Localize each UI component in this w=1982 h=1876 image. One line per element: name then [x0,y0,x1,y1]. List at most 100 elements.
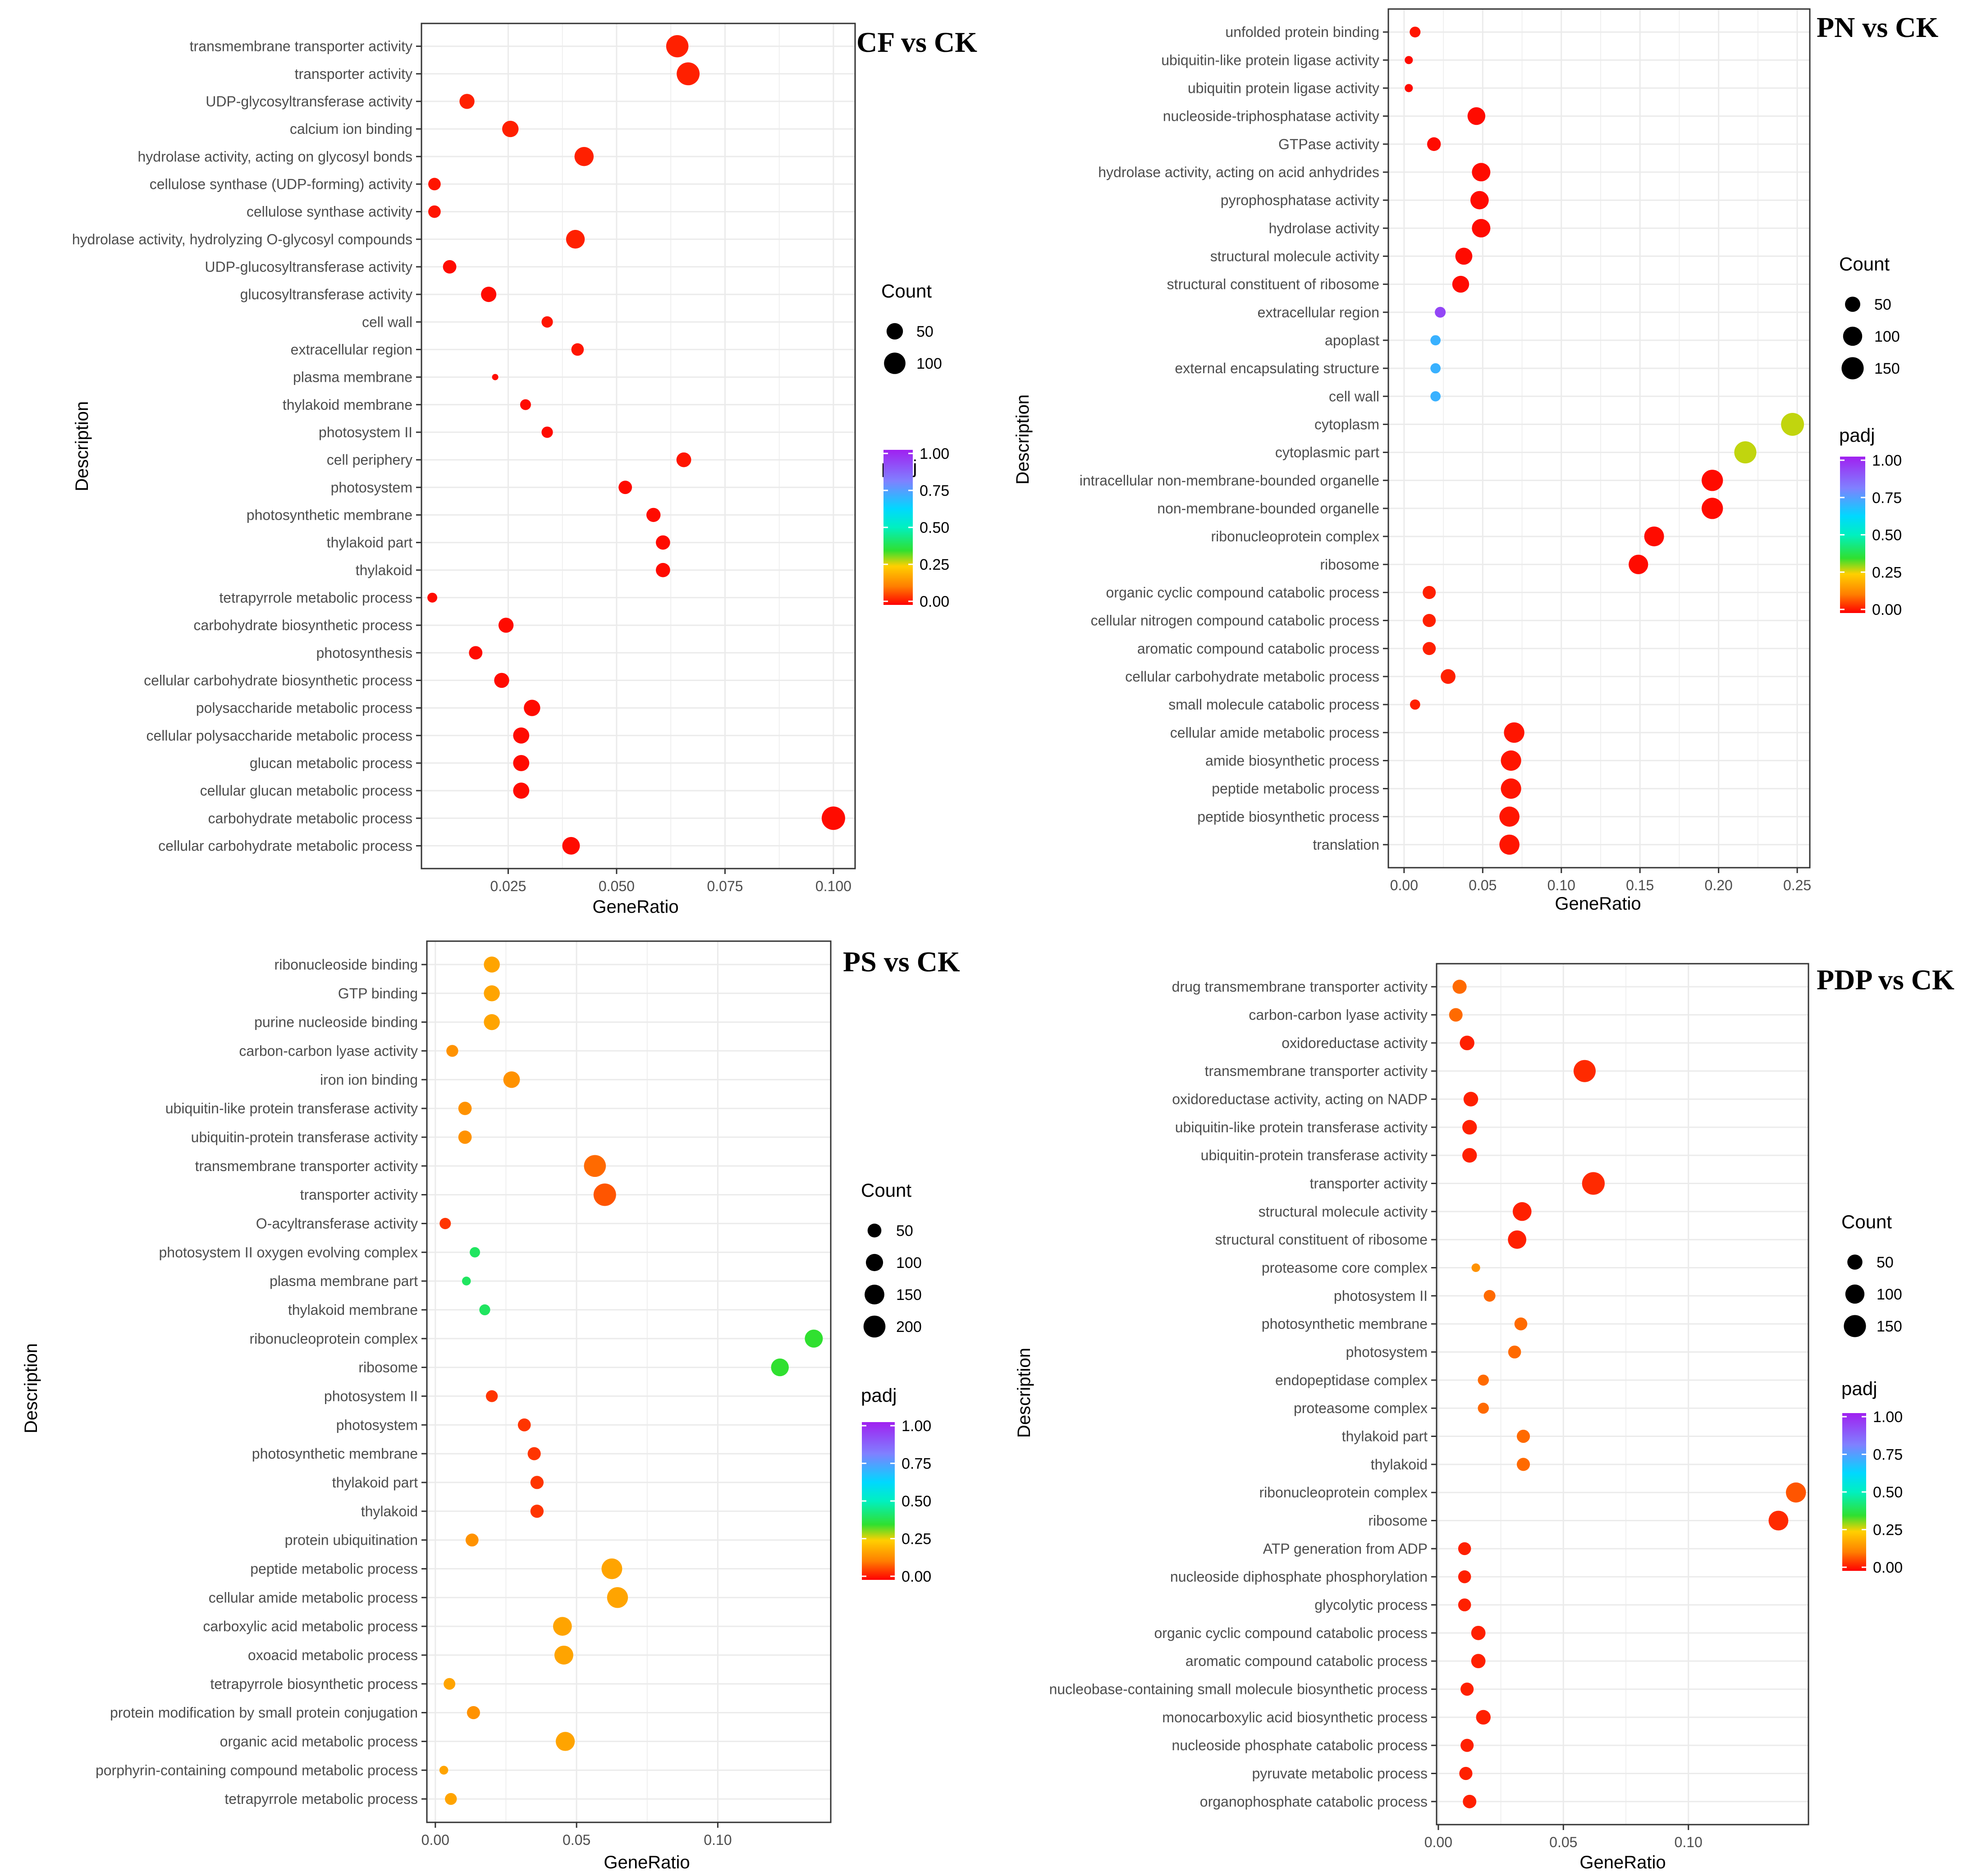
plot-background [421,23,855,869]
count-legend-key [884,352,906,374]
term-label: proteasome core complex [1262,1260,1428,1276]
term-label: ribonucleoprotein complex [249,1331,418,1347]
data-point [1405,84,1413,92]
colorbar-tick-label: 1.00 [920,445,949,462]
panel-title: CF vs CK [856,26,977,58]
data-point [655,563,670,577]
count-legend-key [1847,1254,1863,1270]
term-label: cellular amide metabolic process [1170,724,1379,741]
colorbar-tick-label: 0.25 [1872,564,1902,581]
count-legend-key [865,1254,883,1272]
x-axis-title: GeneRatio [604,1853,690,1872]
data-point [465,1533,479,1547]
term-label: organic cyclic compound catabolic proces… [1154,1625,1428,1641]
term-label: photosystem [1346,1344,1428,1360]
data-point [571,343,584,356]
data-point [462,1277,471,1286]
data-point [541,316,553,328]
panel-title: PDP vs CK [1817,964,1955,996]
x-tick-label: 0.00 [421,1832,449,1848]
x-tick-label: 0.00 [1390,877,1418,893]
term-label: oxidoreductase activity, acting on NADP [1172,1091,1428,1107]
count-legend-label: 50 [916,323,934,340]
x-tick-label: 0.10 [704,1832,732,1848]
x-tick-label: 0.05 [1549,1834,1577,1850]
data-point [566,230,585,249]
x-tick-label: 0.05 [563,1832,590,1848]
data-point [484,985,500,1002]
term-label: transmembrane transporter activity [1205,1063,1428,1079]
data-point [1573,1060,1596,1082]
data-point [1471,1654,1486,1669]
data-point [1430,335,1441,346]
term-label: extracellular region [1258,304,1379,320]
padj-colorbar [862,1422,895,1580]
term-label: thylakoid part [1342,1428,1428,1445]
data-point [601,1558,623,1579]
chart-panel: ribonucleoside binding GTP binding purine … [21,940,960,1872]
term-label: iron ion binding [320,1071,418,1088]
data-point [513,727,530,744]
count-legend-label: 50 [1877,1254,1894,1271]
data-point [470,1247,480,1258]
data-point [1452,979,1467,994]
term-label: hydrolase activity, acting on acid anhyd… [1098,164,1379,180]
plot-background [1388,9,1810,868]
data-point [1435,307,1446,318]
data-point [1471,1263,1480,1272]
data-point [1463,1794,1477,1808]
term-label: glucosyltransferase activity [240,286,412,302]
term-label: tetrapyrrole metabolic process [219,590,412,606]
data-point [555,1732,575,1751]
gridlines [1437,964,1808,1825]
data-point [1508,1230,1527,1249]
term-label: cell wall [1329,388,1379,404]
term-label: aromatic compound catabolic process [1137,641,1379,657]
data-point [1470,191,1489,210]
data-point [1499,806,1520,827]
data-point [1582,1172,1605,1195]
colorbar-tick-label: 1.00 [1872,452,1902,469]
count-legend-label: 150 [896,1286,922,1304]
term-label: monocarboxylic acid biosynthetic process [1162,1709,1428,1725]
term-label: ubiquitin protein ligase activity [1188,80,1379,96]
term-label: UDP-glucosyltransferase activity [205,259,412,275]
colorbar-tick-label: 0.50 [1872,527,1902,544]
term-label: oxoacid metabolic process [248,1647,418,1663]
term-label: hydrolase activity, acting on glycosyl b… [138,148,413,165]
count-legend-key [1844,1315,1866,1337]
plot-background [1437,964,1808,1825]
term-label: cell wall [362,314,412,330]
data-point [1455,247,1473,265]
data-point [1471,1625,1486,1640]
term-label: cytoplasmic part [1275,444,1379,461]
data-point [1512,1202,1532,1221]
term-label: ubiquitin-protein transferase activity [1201,1147,1428,1163]
term-label: cellular carbohydrate metabolic process [158,837,412,854]
colorbar-tick-label: 0.25 [920,556,949,573]
term-label: pyruvate metabolic process [1252,1766,1428,1782]
term-label: organophosphate catabolic process [1200,1794,1428,1810]
data-point [469,646,483,660]
data-point [1430,391,1441,402]
data-point [1504,722,1524,743]
term-label: proteasome complex [1294,1400,1428,1416]
chart-panel: transmembrane transporter activity transp… [72,23,977,917]
data-point [1516,1429,1530,1443]
data-point [498,618,514,633]
data-point [618,480,632,494]
term-label: nucleoside-triphosphatase activity [1163,108,1379,124]
data-point [1410,699,1420,710]
term-label: ribosome [358,1359,418,1376]
term-label: thylakoid part [332,1474,418,1491]
x-tick-label: 0.050 [599,878,635,894]
term-label: ubiquitin-like protein ligase activity [1161,52,1379,68]
term-label: thylakoid [361,1503,418,1519]
plot-border [421,23,856,869]
data-point [584,1155,606,1177]
chart-panel: drug transmembrane transporter activity c… [1014,963,1955,1872]
data-point [444,1678,456,1690]
data-point [428,205,441,218]
term-label: organic acid metabolic process [220,1733,418,1749]
term-label: photosystem II [324,1388,418,1404]
